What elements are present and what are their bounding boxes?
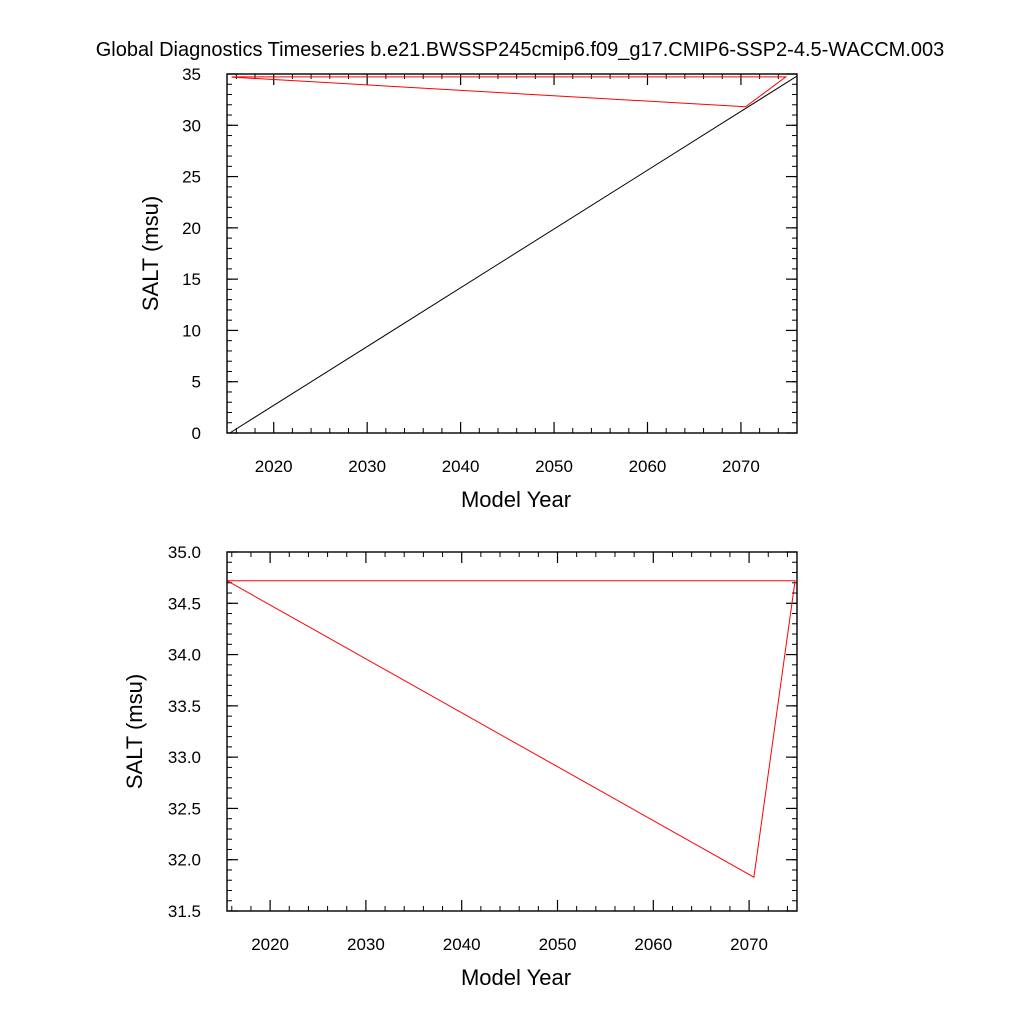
x-tick-label: 2020 [255, 457, 293, 476]
y-tick-label: 32.5 [168, 799, 201, 818]
x-tick-label: 2030 [348, 457, 386, 476]
y-tick-label: 34.0 [168, 646, 201, 665]
series-line-1 [226, 580, 796, 878]
y-tick-label: 32.0 [168, 851, 201, 870]
y-tick-label: 15 [182, 270, 201, 289]
y-tick-label: 30 [182, 116, 201, 135]
x-tick-label: 2060 [629, 457, 667, 476]
y-tick-label: 31.5 [168, 902, 201, 921]
x-tick-label: 2040 [443, 935, 481, 954]
y-tick-label: 5 [192, 373, 201, 392]
y-axis-label: SALT (msu) [122, 674, 147, 789]
y-tick-label: 25 [182, 168, 201, 187]
x-tick-label: 2020 [251, 935, 289, 954]
chart-1: 2020 2030 2040 2050 2060 2070 0 5 10 15 20 25 30 35 Mo… [138, 65, 798, 512]
x-axis-label: Model Year [461, 487, 571, 512]
x-tick-label: 2070 [730, 935, 768, 954]
y-tick-label: 10 [182, 321, 201, 340]
x-tick-label: 2050 [535, 457, 573, 476]
y-tick-label: 33.5 [168, 697, 201, 716]
x-tick-label: 2050 [539, 935, 577, 954]
y-tick-label: 35.0 [168, 543, 201, 562]
series-line-2 [231, 76, 788, 108]
y-tick-label: 35 [182, 65, 201, 84]
x-tick-label: 2040 [442, 457, 480, 476]
x-axis-label: Model Year [461, 965, 571, 990]
y-tick-label: 33.0 [168, 748, 201, 767]
x-tick-label: 2060 [634, 935, 672, 954]
x-tick-label: 2030 [347, 935, 385, 954]
chart-2: 2020 2030 2040 2050 2060 2070 31.5 32.0 32.5 33.0… [122, 543, 798, 990]
y-axis-label: SALT (msu) [138, 196, 163, 311]
figure-title: Global Diagnostics Timeseries b.e21.BWSS… [96, 39, 945, 61]
plot-frame [226, 551, 798, 912]
x-tick-label: 2070 [722, 457, 760, 476]
plot-frame [226, 73, 798, 434]
y-tick-label: 0 [192, 424, 201, 443]
y-tick-label: 34.5 [168, 594, 201, 613]
y-tick-label: 20 [182, 219, 201, 238]
series-line-1 [229, 75, 798, 434]
